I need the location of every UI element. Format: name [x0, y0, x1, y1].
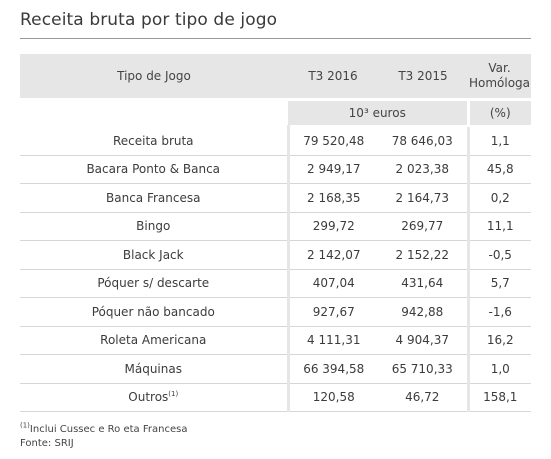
value-t3-2016: 2 168,35: [286, 183, 378, 213]
table-row: Outros(1) 120,58 46,72 158,1: [20, 383, 531, 412]
row-label-text: Receita bruta: [112, 133, 194, 148]
table-row: Bingo 299,72 269,77 11,1: [20, 212, 531, 241]
row-label-text: Póquer não bancado: [91, 304, 215, 319]
value-t3-2015: 65 710,33: [378, 354, 468, 384]
value-t3-2016: 66 394,58: [286, 354, 378, 384]
page-title: Receita bruta por tipo de jogo: [20, 10, 278, 30]
row-label: Banca Francesa: [20, 183, 288, 213]
value-t3-2015: 2 164,73: [378, 183, 468, 213]
value-var-homologa: 16,2: [466, 326, 531, 355]
row-label: Black Jack: [20, 240, 288, 270]
value-t3-2016: 299,72: [286, 212, 378, 241]
row-label: Bacara Ponto & Banca: [20, 155, 288, 184]
footnote: (1)Inclui Cussec e Ro eta Francesa Fonte…: [20, 421, 188, 451]
units-blank-cell: [20, 99, 288, 127]
row-label-text: Bingo: [136, 219, 171, 234]
row-label: Receita bruta: [20, 126, 288, 156]
value-var-homologa: 1,1: [466, 126, 531, 156]
value-var-homologa: 0,2: [466, 183, 531, 213]
row-label-text: Bacara Ponto & Banca: [86, 162, 221, 177]
value-t3-2015: 2 152,22: [378, 240, 468, 270]
row-label-text: Roleta Americana: [100, 333, 207, 348]
value-t3-2016: 4 111,31: [286, 326, 378, 355]
value-var-homologa: 45,8: [466, 155, 531, 184]
header-var-homologa: Var. Homóloga: [468, 54, 531, 101]
row-label-footnote-marker: (1): [168, 390, 179, 399]
value-t3-2016: 2 142,07: [286, 240, 378, 270]
value-t3-2015: 46,72: [378, 383, 468, 412]
value-var-homologa: 5,7: [466, 269, 531, 298]
row-label: Bingo: [20, 212, 288, 241]
row-label-text: Póquer s/ descarte: [97, 276, 210, 291]
table-row: Póquer não bancado 927,67 942,88 -1,6: [20, 297, 531, 327]
units-euros: 10³ euros: [288, 99, 468, 127]
units-percent: (%): [466, 99, 531, 127]
row-label: Roleta Americana: [20, 326, 288, 355]
value-t3-2015: 4 904,37: [378, 326, 468, 355]
row-label-text: Black Jack: [122, 247, 184, 262]
footnote-text: Inclui Cussec e Ro eta Francesa: [29, 424, 188, 435]
footnote-source: Fonte: SRIJ: [20, 438, 74, 449]
value-t3-2015: 431,64: [378, 269, 468, 298]
revenue-table: Tipo de Jogo T3 2016 T3 2015 Var. Homólo…: [20, 54, 531, 412]
header-var-line2: Homóloga: [468, 76, 531, 90]
header-t3-2016: T3 2016: [288, 54, 378, 101]
footnote-note: (1)Inclui Cussec e Ro eta Francesa: [20, 421, 188, 437]
value-t3-2016: 2 949,17: [286, 155, 378, 184]
value-t3-2016: 79 520,48: [286, 126, 378, 156]
value-t3-2015: 2 023,38: [378, 155, 468, 184]
table-header-row: Tipo de Jogo T3 2016 T3 2015 Var. Homólo…: [20, 54, 531, 101]
header-t3-2015: T3 2015: [378, 54, 468, 101]
value-t3-2015: 78 646,03: [378, 126, 468, 156]
row-label-text: Máquinas: [124, 361, 182, 376]
value-var-homologa: -1,6: [466, 297, 531, 327]
value-var-homologa: -0,5: [466, 240, 531, 270]
value-t3-2016: 407,04: [286, 269, 378, 298]
row-label: Póquer s/ descarte: [20, 269, 288, 298]
footnote-marker: (1): [20, 421, 30, 430]
value-var-homologa: 158,1: [466, 383, 531, 412]
table-row: Roleta Americana 4 111,31 4 904,37 16,2: [20, 326, 531, 355]
value-t3-2015: 269,77: [378, 212, 468, 241]
value-t3-2015: 942,88: [378, 297, 468, 327]
table-row: Receita bruta 79 520,48 78 646,03 1,1: [20, 126, 531, 156]
value-var-homologa: 11,1: [466, 212, 531, 241]
units-row: 10³ euros (%): [20, 99, 531, 127]
row-label: Póquer não bancado: [20, 297, 288, 327]
value-t3-2016: 120,58: [286, 383, 378, 412]
header-game-type: Tipo de Jogo: [20, 54, 288, 101]
table-row: Póquer s/ descarte 407,04 431,64 5,7: [20, 269, 531, 298]
row-label: Máquinas: [20, 354, 288, 384]
table-row: Máquinas 66 394,58 65 710,33 1,0: [20, 354, 531, 384]
title-divider: [20, 38, 531, 39]
table-row: Black Jack 2 142,07 2 152,22 -0,5: [20, 240, 531, 270]
value-t3-2016: 927,67: [286, 297, 378, 327]
row-label: Outros(1): [20, 383, 288, 412]
table-row: Banca Francesa 2 168,35 2 164,73 0,2: [20, 183, 531, 213]
row-label-text: Banca Francesa: [106, 190, 201, 205]
table-row: Bacara Ponto & Banca 2 949,17 2 023,38 45,8: [20, 155, 531, 184]
header-var-line1: Var.: [488, 61, 511, 75]
row-label-text: Outros: [128, 390, 169, 405]
value-var-homologa: 1,0: [466, 354, 531, 384]
